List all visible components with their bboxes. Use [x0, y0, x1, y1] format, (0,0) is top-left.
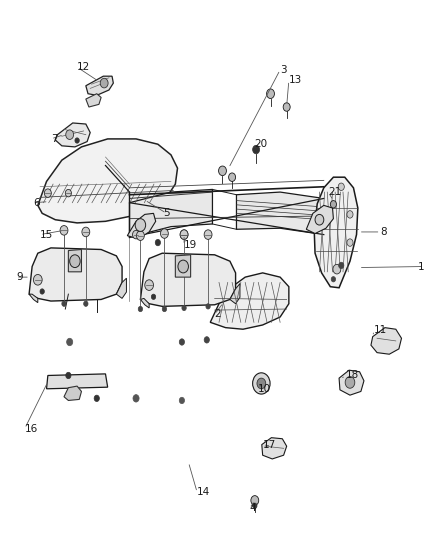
Polygon shape — [29, 294, 38, 303]
Text: 18: 18 — [346, 370, 359, 381]
Circle shape — [44, 189, 51, 197]
Circle shape — [347, 211, 353, 218]
Polygon shape — [141, 298, 149, 308]
Circle shape — [137, 231, 145, 240]
Circle shape — [283, 103, 290, 111]
Circle shape — [100, 78, 108, 88]
Circle shape — [62, 301, 66, 306]
Circle shape — [94, 395, 99, 401]
Polygon shape — [306, 205, 333, 233]
Polygon shape — [130, 189, 212, 237]
Circle shape — [160, 229, 168, 238]
Polygon shape — [55, 123, 90, 147]
Circle shape — [67, 338, 73, 346]
Text: 7: 7 — [51, 134, 57, 144]
Text: 13: 13 — [289, 76, 302, 85]
Circle shape — [267, 89, 275, 99]
Circle shape — [330, 200, 336, 208]
Circle shape — [204, 337, 209, 343]
Polygon shape — [46, 374, 108, 389]
Circle shape — [182, 305, 186, 311]
Circle shape — [65, 189, 71, 197]
Text: 20: 20 — [254, 139, 267, 149]
Circle shape — [84, 301, 88, 306]
Polygon shape — [68, 249, 81, 272]
Polygon shape — [64, 386, 81, 400]
Text: 3: 3 — [280, 65, 287, 75]
Circle shape — [253, 503, 257, 508]
Text: 6: 6 — [33, 198, 40, 208]
Text: 11: 11 — [374, 325, 387, 335]
Polygon shape — [117, 278, 127, 298]
Circle shape — [338, 183, 344, 190]
Text: 2: 2 — [215, 309, 221, 319]
Circle shape — [60, 225, 68, 235]
Circle shape — [70, 255, 80, 268]
Text: 17: 17 — [263, 440, 276, 450]
Polygon shape — [210, 273, 289, 329]
Text: 15: 15 — [40, 230, 53, 240]
Polygon shape — [339, 370, 364, 395]
Polygon shape — [371, 328, 402, 354]
Circle shape — [40, 289, 44, 294]
Circle shape — [75, 138, 79, 143]
Circle shape — [315, 214, 324, 225]
Polygon shape — [127, 213, 155, 239]
Circle shape — [204, 230, 212, 239]
Circle shape — [135, 219, 146, 231]
Polygon shape — [175, 255, 191, 277]
Circle shape — [179, 397, 184, 403]
Circle shape — [333, 264, 341, 274]
Circle shape — [331, 277, 336, 282]
Polygon shape — [29, 248, 122, 301]
Polygon shape — [314, 177, 358, 288]
Circle shape — [178, 260, 188, 273]
Circle shape — [257, 378, 266, 389]
Circle shape — [345, 376, 355, 388]
Text: 12: 12 — [77, 62, 90, 72]
Polygon shape — [86, 94, 101, 107]
Circle shape — [219, 166, 226, 175]
Circle shape — [151, 294, 155, 300]
Polygon shape — [230, 284, 240, 304]
Circle shape — [253, 373, 270, 394]
Circle shape — [145, 280, 153, 290]
Text: 10: 10 — [258, 384, 272, 394]
Circle shape — [133, 230, 140, 239]
Circle shape — [133, 394, 139, 402]
Circle shape — [251, 496, 259, 505]
Circle shape — [66, 130, 74, 140]
Circle shape — [138, 306, 143, 312]
Text: 16: 16 — [25, 424, 38, 434]
Circle shape — [179, 339, 184, 345]
Text: 14: 14 — [197, 488, 210, 497]
Text: 8: 8 — [381, 227, 387, 237]
Circle shape — [253, 146, 260, 154]
Text: 21: 21 — [328, 187, 341, 197]
Circle shape — [180, 230, 188, 239]
Text: 5: 5 — [163, 208, 170, 219]
Polygon shape — [237, 192, 324, 235]
Circle shape — [82, 227, 90, 237]
Text: 9: 9 — [16, 272, 23, 282]
Text: 4: 4 — [250, 503, 256, 513]
Text: 1: 1 — [417, 262, 424, 271]
Circle shape — [206, 304, 210, 309]
Circle shape — [347, 239, 353, 246]
Circle shape — [33, 274, 42, 285]
Polygon shape — [38, 139, 177, 223]
Circle shape — [339, 262, 344, 269]
Text: 19: 19 — [184, 240, 198, 250]
Polygon shape — [141, 253, 236, 306]
Circle shape — [229, 173, 236, 181]
Circle shape — [180, 230, 188, 239]
Circle shape — [66, 372, 71, 378]
Circle shape — [162, 306, 166, 312]
Polygon shape — [262, 438, 287, 459]
Circle shape — [155, 239, 160, 246]
Polygon shape — [86, 76, 113, 95]
